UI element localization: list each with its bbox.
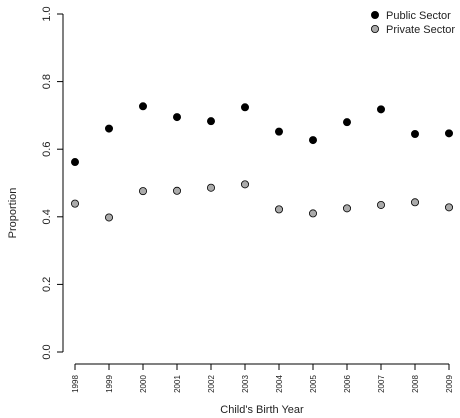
point-series-0 xyxy=(172,113,181,122)
point-series-1 xyxy=(240,180,249,189)
x-tick-label: 2008 xyxy=(411,375,420,393)
y-tick-label: 0.8 xyxy=(41,74,53,89)
legend-marker-0 xyxy=(370,10,379,19)
point-series-0 xyxy=(105,124,114,133)
legend: Public Sector Private Sector xyxy=(370,10,455,36)
x-tick-label: 2006 xyxy=(343,375,352,393)
y-axis: 0.0 0.2 0.4 0.6 0.8 1.0 xyxy=(41,6,64,360)
y-tick-label: 0.6 xyxy=(41,142,53,157)
x-axis-title: Child's Birth Year xyxy=(220,404,304,416)
point-series-1 xyxy=(274,205,283,214)
point-series-1 xyxy=(71,199,80,208)
point-series-1 xyxy=(105,213,114,222)
legend-label-0: Public Sector xyxy=(386,10,451,22)
x-tick-label: 2005 xyxy=(309,375,318,393)
point-series-0 xyxy=(444,129,453,138)
point-series-0 xyxy=(410,129,419,138)
x-tick-label: 2001 xyxy=(173,375,182,393)
x-tick-label: 2007 xyxy=(377,375,386,393)
point-series-0 xyxy=(71,158,80,167)
x-tick-label: 2000 xyxy=(139,375,148,393)
point-series-1 xyxy=(444,203,453,212)
point-series-1 xyxy=(308,209,317,218)
x-tick-label: 2004 xyxy=(275,375,284,393)
x-tick-label: 2003 xyxy=(241,375,250,393)
point-series-1 xyxy=(342,204,351,213)
x-axis: 1998 1999 2000 2001 2002 2003 2004 2005 2006 2007… xyxy=(71,363,454,393)
point-series-0 xyxy=(376,105,385,114)
point-series-1 xyxy=(138,187,147,196)
data-points xyxy=(71,102,453,222)
point-series-1 xyxy=(410,198,419,207)
point-series-0 xyxy=(342,118,351,127)
point-series-0 xyxy=(240,103,249,112)
point-series-0 xyxy=(206,117,215,126)
point-series-0 xyxy=(308,136,317,145)
legend-marker-1 xyxy=(370,24,379,33)
y-tick-label: 0.2 xyxy=(41,277,53,292)
point-series-0 xyxy=(138,102,147,111)
x-tick-label: 1999 xyxy=(105,375,114,393)
y-tick-label: 1.0 xyxy=(41,6,53,21)
x-tick-label: 2009 xyxy=(445,375,454,393)
y-axis-title: Proportion xyxy=(7,188,19,239)
legend-label-1: Private Sector xyxy=(386,24,455,36)
point-series-1 xyxy=(376,200,385,209)
point-series-1 xyxy=(172,186,181,195)
point-series-0 xyxy=(274,127,283,136)
y-tick-label: 0.0 xyxy=(41,344,53,359)
point-series-1 xyxy=(206,183,215,192)
x-tick-label: 2002 xyxy=(207,375,216,393)
x-tick-label: 1998 xyxy=(71,375,80,393)
y-tick-label: 0.4 xyxy=(41,209,53,224)
